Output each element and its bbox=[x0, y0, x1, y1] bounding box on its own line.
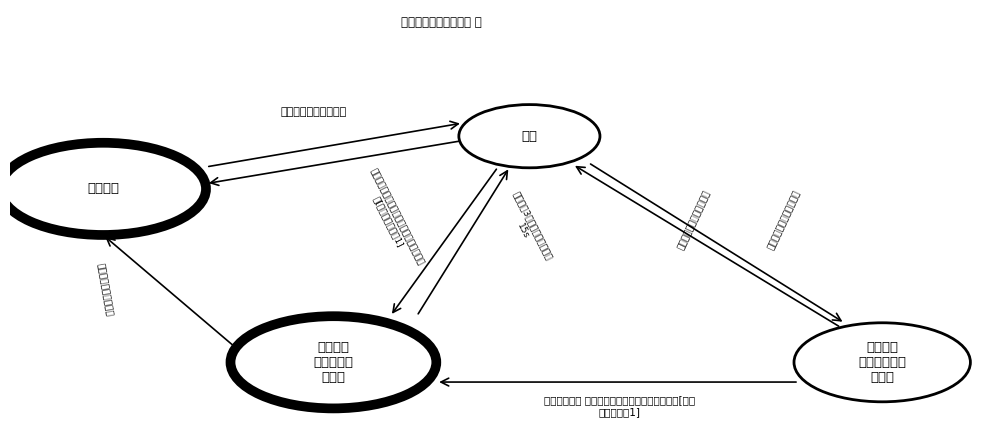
Text: 锁定状态: 锁定状态 bbox=[87, 182, 119, 195]
Text: 连续电流检测二级故障发生: 连续电流检测二级故障发生 bbox=[766, 189, 802, 251]
Text: 连续电流检测二级故障消失: 连续电流检测二级故障消失 bbox=[676, 189, 712, 251]
Text: 正常: 正常 bbox=[521, 129, 537, 143]
Text: 软件解锁，硬件解锁任 种: 软件解锁，硬件解锁任 种 bbox=[401, 16, 482, 29]
Text: 连续电流检测一级故障或峰値电流检测故障发
生[历史过流次数加1]: 连续电流检测一级故障或峰値电流检测故障发 生[历史过流次数加1] bbox=[359, 167, 425, 272]
Circle shape bbox=[231, 316, 436, 409]
Text: 二级过流
不关闭风扇，
仅报警: 二级过流 不关闭风扇， 仅报警 bbox=[858, 341, 906, 384]
Circle shape bbox=[0, 143, 206, 235]
Text: 连续电流检测 一级故障或峰値电流检测故障发生[历史
过流次数加1]: 连续电流检测 一级故障或峰値电流检测故障发生[历史 过流次数加1] bbox=[544, 396, 695, 417]
Text: 重试小于3次，且关断时间大于
15s: 重试小于3次，且关断时间大于 15s bbox=[502, 190, 553, 267]
Circle shape bbox=[794, 323, 970, 402]
Text: 历史过载次数超过十次: 历史过载次数超过十次 bbox=[281, 107, 347, 117]
Text: 一级过流
关闭风扇，
并报警: 一级过流 关闭风扇， 并报警 bbox=[313, 341, 353, 384]
Text: 历史过载次数超过十次: 历史过载次数超过十次 bbox=[95, 263, 113, 317]
Circle shape bbox=[459, 104, 600, 168]
